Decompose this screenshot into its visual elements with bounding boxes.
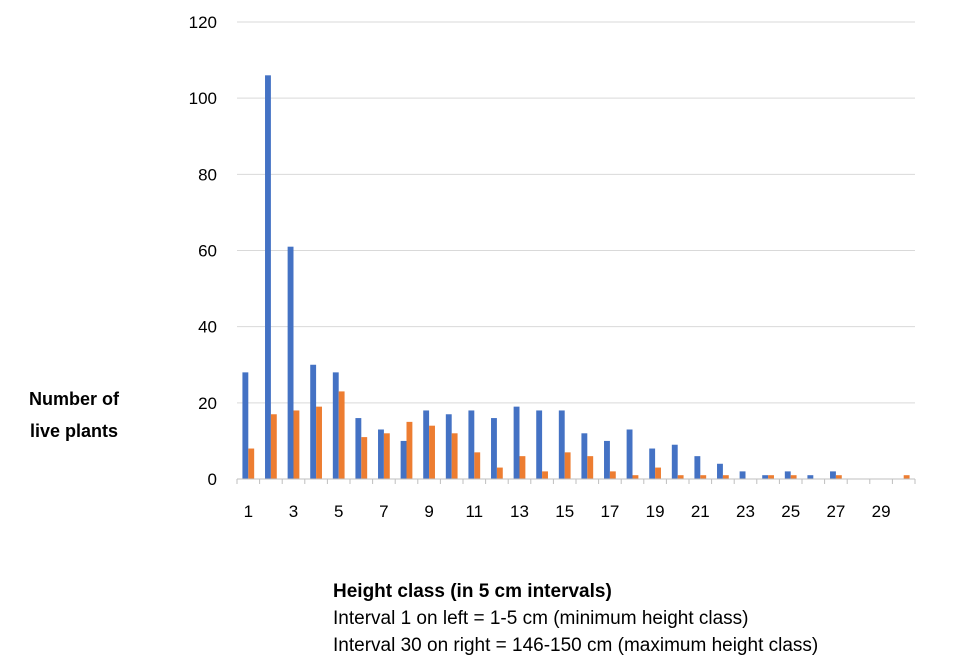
bar xyxy=(361,437,368,479)
bar xyxy=(451,433,458,479)
x-tick-label: 19 xyxy=(646,502,665,521)
x-axis-note-2: Interval 30 on right = 146-150 cm (maxim… xyxy=(333,635,819,656)
bar xyxy=(807,475,814,479)
y-tick-label: 60 xyxy=(198,242,217,261)
bar xyxy=(536,410,543,479)
bar xyxy=(406,421,413,479)
bar xyxy=(835,475,842,479)
x-tick-label: 17 xyxy=(600,502,619,521)
x-tick-label: 7 xyxy=(379,502,388,521)
y-tick-label: 0 xyxy=(208,470,217,489)
x-axis-note-1: Interval 1 on left = 1-5 cm (minimum hei… xyxy=(333,608,749,629)
axes xyxy=(236,478,916,484)
x-tick-label: 1 xyxy=(244,502,253,521)
bar xyxy=(739,471,746,479)
bar xyxy=(717,463,723,479)
bar xyxy=(338,391,345,479)
y-tick-label: 20 xyxy=(198,394,217,413)
x-tick-labels: 1 3 5 7 9 11 13 15 17 19 21 23 25 27 29 xyxy=(244,502,891,521)
bar xyxy=(287,246,294,479)
bar xyxy=(270,414,277,479)
bar xyxy=(722,475,729,479)
bar xyxy=(491,418,497,479)
y-tick-label: 80 xyxy=(198,165,217,184)
bars xyxy=(242,75,910,480)
bar xyxy=(694,456,701,479)
y-tick-label: 120 xyxy=(189,13,217,32)
bar xyxy=(609,471,616,479)
bar xyxy=(378,429,384,479)
bar xyxy=(587,456,594,479)
bar xyxy=(626,429,633,479)
y-axis-label: Number of live plants xyxy=(14,383,134,447)
bar xyxy=(830,471,836,479)
bar xyxy=(671,444,678,479)
bar xyxy=(558,410,565,479)
bar xyxy=(265,75,271,480)
x-tick-label: 25 xyxy=(781,502,800,521)
x-tick-label: 27 xyxy=(826,502,845,521)
x-tick-label: 9 xyxy=(424,502,433,521)
bar xyxy=(581,433,588,479)
gridlines xyxy=(237,21,915,404)
bar xyxy=(383,433,390,479)
bar xyxy=(496,467,503,479)
bar xyxy=(310,364,317,479)
bar xyxy=(513,406,520,479)
bar xyxy=(423,410,430,479)
bar xyxy=(316,406,322,479)
y-tick-labels: 0 20 40 60 80 100 120 xyxy=(189,13,217,489)
x-tick-label: 23 xyxy=(736,502,755,521)
x-tick-label: 15 xyxy=(555,502,574,521)
bar xyxy=(784,471,791,479)
bar xyxy=(468,410,475,479)
bar xyxy=(293,410,300,479)
bar xyxy=(768,475,774,479)
x-tick-label: 21 xyxy=(691,502,710,521)
bar xyxy=(242,372,249,479)
bar xyxy=(655,467,661,479)
bar xyxy=(604,440,610,479)
bar xyxy=(400,440,407,479)
x-tick-label: 29 xyxy=(872,502,891,521)
y-tick-label: 100 xyxy=(189,89,217,108)
x-axis-label: Height class (in 5 cm intervals) xyxy=(333,581,612,602)
bar xyxy=(519,456,526,479)
bar xyxy=(903,475,910,479)
bar xyxy=(790,475,797,479)
x-tick-label: 13 xyxy=(510,502,529,521)
bar xyxy=(564,452,571,479)
bar xyxy=(677,475,684,479)
bar xyxy=(355,418,362,479)
bar xyxy=(445,414,452,479)
bar xyxy=(700,475,707,479)
y-tick-label: 40 xyxy=(198,318,217,337)
bar xyxy=(649,448,656,479)
bar xyxy=(248,448,255,479)
bar xyxy=(474,452,481,479)
bar xyxy=(632,475,639,479)
bar xyxy=(762,475,769,479)
x-axis-caption: Height class (in 5 cm intervals) Interva… xyxy=(333,578,963,659)
x-tick-label: 3 xyxy=(289,502,298,521)
bar xyxy=(332,372,339,479)
bar xyxy=(429,425,435,479)
bar xyxy=(542,471,548,479)
y-axis-label-line-1: Number of xyxy=(29,389,119,409)
x-tick-label: 11 xyxy=(465,502,483,521)
x-tick-label: 5 xyxy=(334,502,343,521)
y-axis-label-line-2: live plants xyxy=(29,421,119,441)
